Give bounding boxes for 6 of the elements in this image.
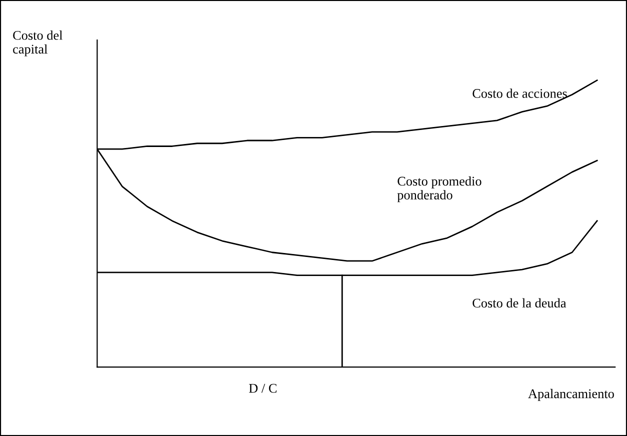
x-axis-title: Apalancamiento — [528, 388, 614, 401]
series-label: Costo de acciones — [472, 88, 567, 98]
y-axis-title: Costo del capital — [13, 30, 62, 56]
text: D / C — [248, 384, 276, 393]
series-label: Costo promedio ponderado — [397, 176, 482, 202]
series-label: Costo de la deuda — [472, 298, 566, 308]
